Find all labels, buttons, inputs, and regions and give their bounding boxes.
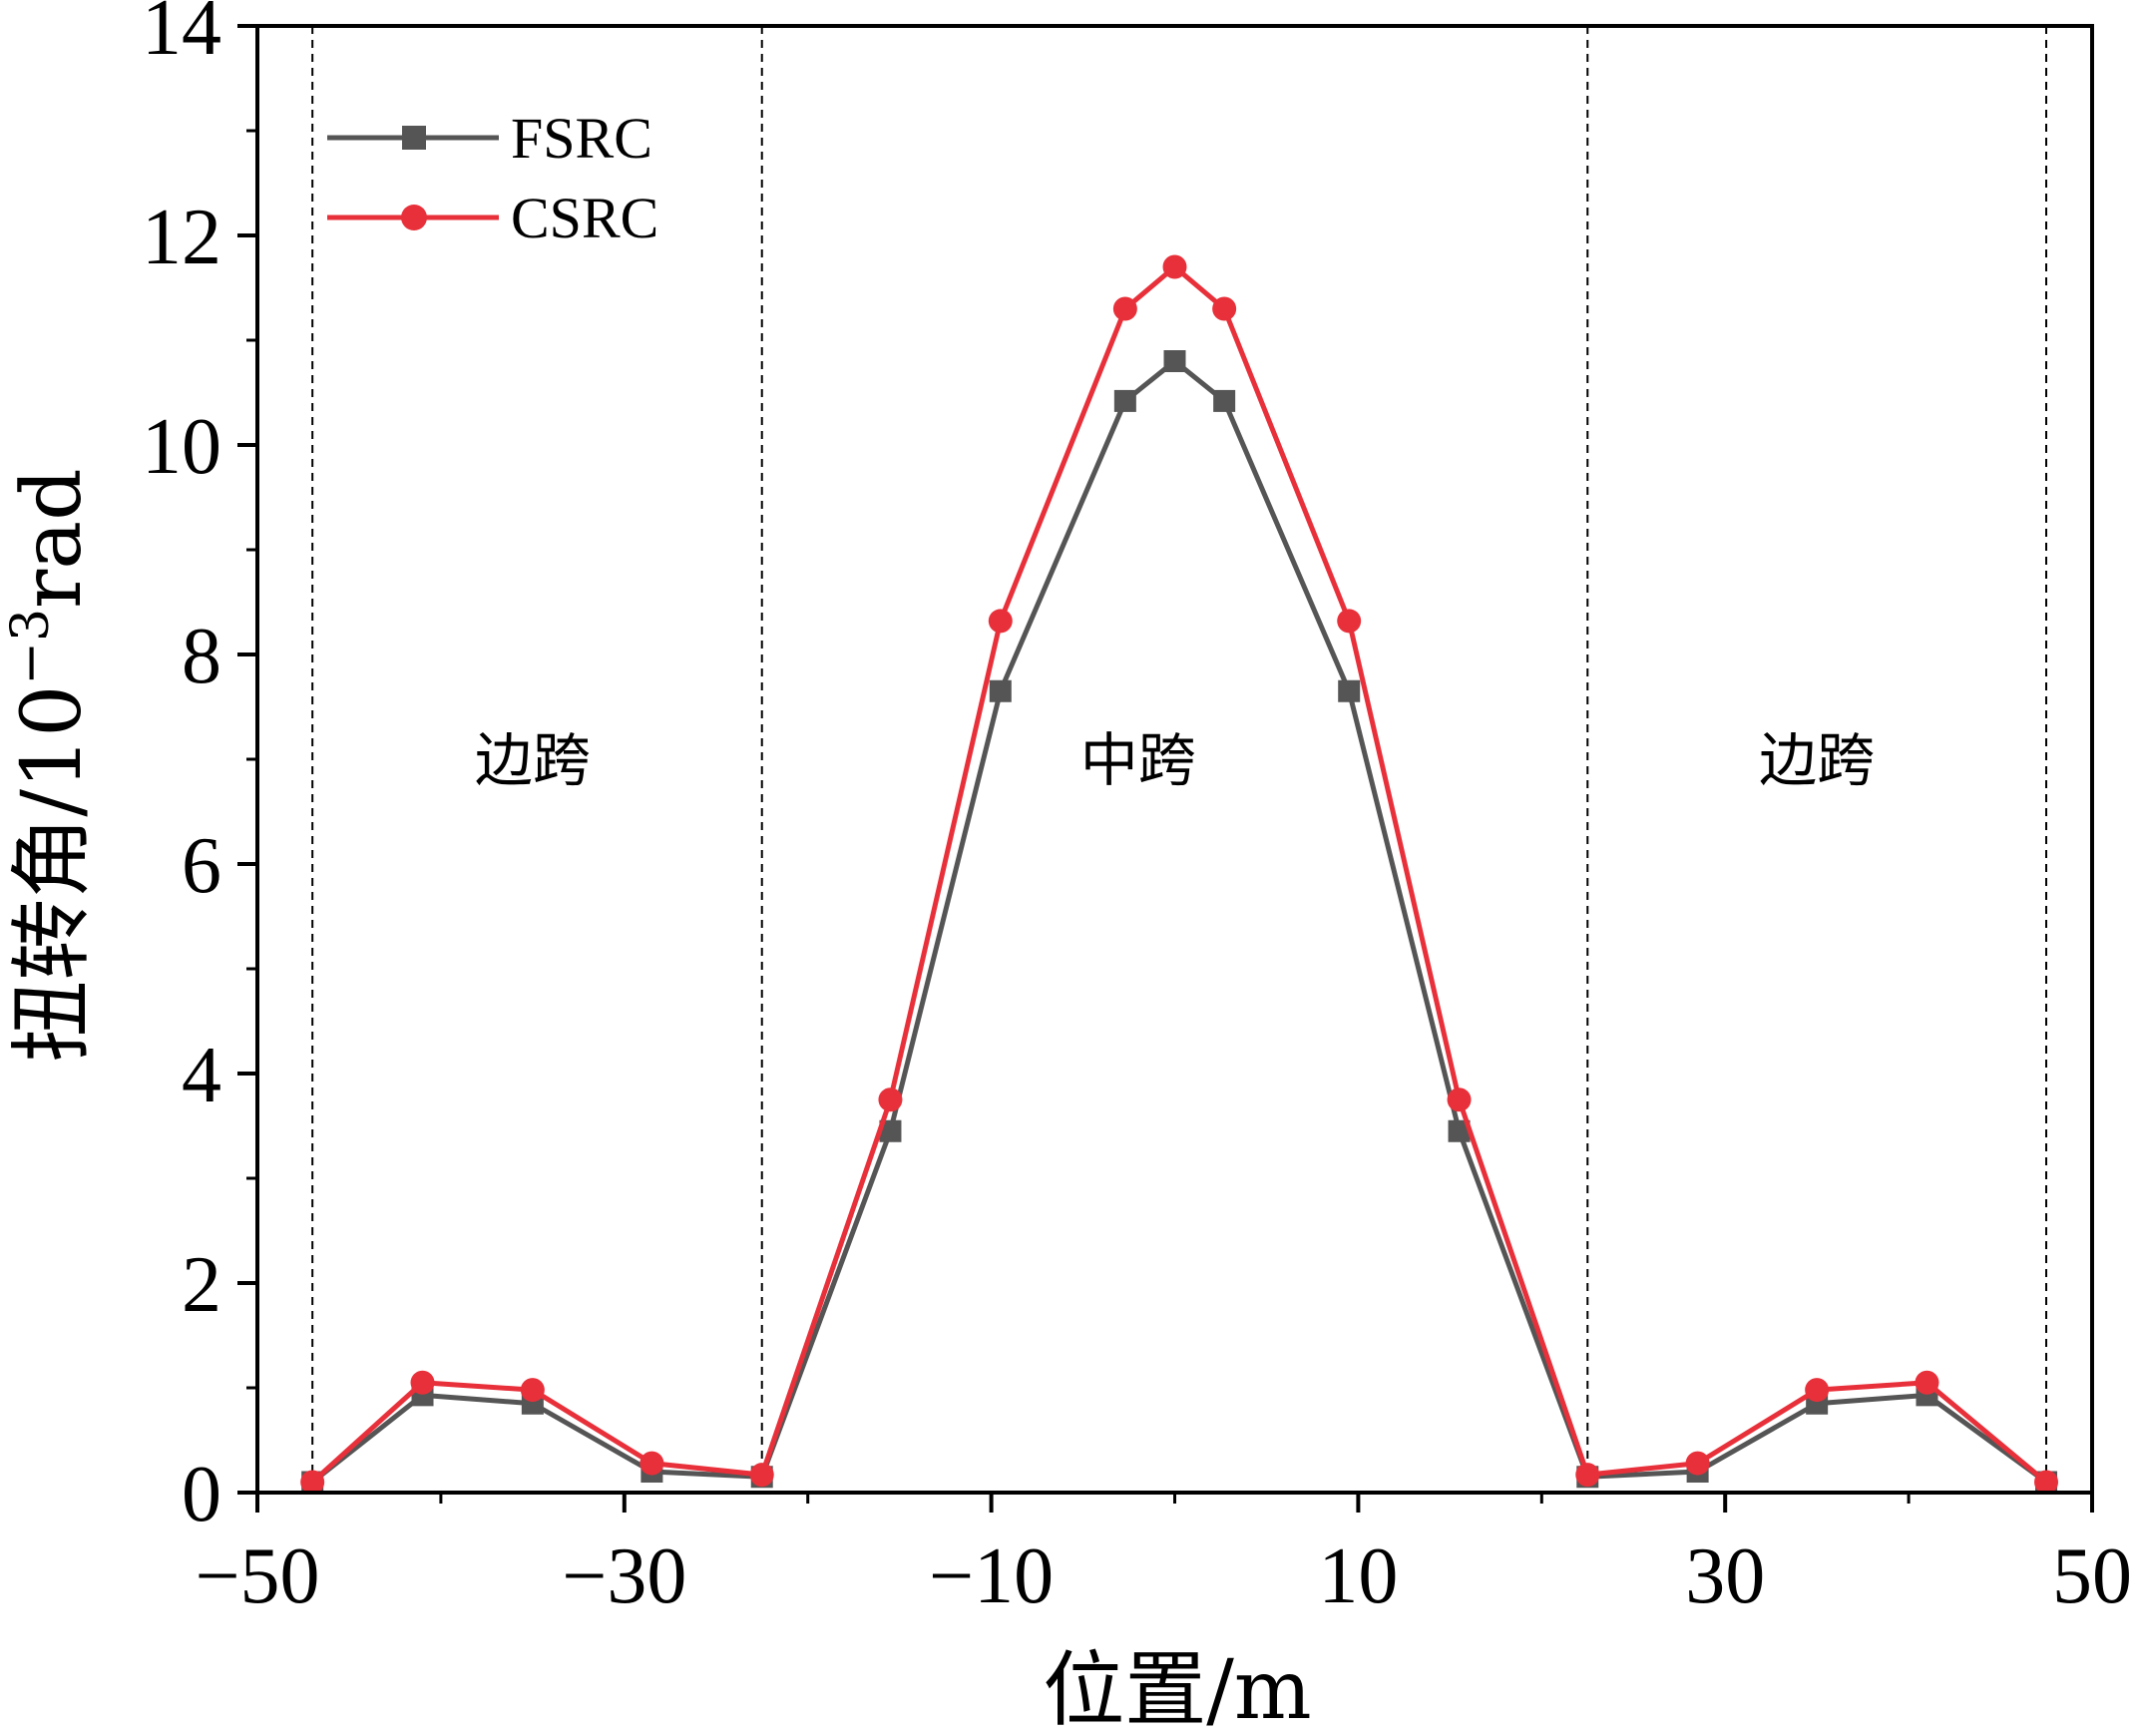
legend-label-csrc: CSRC: [511, 186, 658, 250]
data-point-csrc: [1212, 296, 1237, 321]
y-tick-label: 14: [142, 0, 221, 72]
data-point-fsrc: [879, 1119, 902, 1142]
data-point-csrc: [2034, 1470, 2059, 1495]
series-line-csrc: [310, 264, 2048, 1485]
data-point-fsrc: [1338, 679, 1361, 702]
data-point-csrc: [640, 1451, 664, 1476]
y-tick-label: 0: [182, 1451, 221, 1538]
data-point-csrc: [1337, 609, 1362, 634]
y-tick-label: 10: [142, 403, 221, 491]
data-point-csrc: [1112, 296, 1137, 321]
y-axis-ticks: 0 2 4 6 8 10 12 14: [142, 0, 257, 1538]
legend-marker-csrc: [401, 205, 427, 230]
data-point-csrc: [1915, 1370, 1939, 1395]
span-region-labels: 边跨 中跨 边跨: [475, 726, 1875, 794]
data-point-csrc: [1805, 1378, 1830, 1403]
y-tick-label: 12: [142, 194, 221, 281]
span-region-label: 边跨: [1759, 726, 1875, 794]
data-point-fsrc: [1113, 389, 1136, 412]
y-axis-title: 扭转角/10−3rad: [1, 468, 100, 1062]
legend-marker-fsrc: [402, 126, 426, 150]
y-tick-label: 2: [182, 1241, 221, 1329]
data-point-csrc: [878, 1087, 903, 1112]
series-line-fsrc: [310, 358, 2048, 1485]
span-region-label: 中跨: [1080, 726, 1196, 794]
series-csrc: [300, 254, 2059, 1495]
data-point-fsrc: [989, 679, 1012, 702]
data-point-csrc: [1162, 254, 1187, 279]
x-tick-label: 30: [1685, 1532, 1765, 1620]
span-dividers: [311, 26, 2048, 1493]
data-point-csrc: [520, 1378, 545, 1403]
data-point-fsrc: [1213, 389, 1236, 412]
y-axis-title-unit: rad: [5, 468, 100, 609]
y-tick-label: 8: [182, 613, 221, 700]
data-point-csrc: [1575, 1463, 1600, 1488]
x-tick-label: 50: [2052, 1532, 2132, 1620]
y-axis-title-main: 扭转角/10: [5, 685, 100, 1063]
data-point-fsrc: [1448, 1119, 1471, 1142]
legend-label-fsrc: FSRC: [511, 106, 652, 171]
data-point-csrc: [1447, 1087, 1472, 1112]
data-point-csrc: [410, 1370, 435, 1395]
x-tick-label: −30: [562, 1532, 686, 1620]
series-fsrc: [301, 350, 2058, 1494]
x-tick-label: −10: [929, 1532, 1054, 1620]
data-point-csrc: [300, 1470, 325, 1495]
data-point-fsrc: [1163, 350, 1186, 372]
data-point-csrc: [988, 609, 1013, 634]
y-axis-title-exponent: −3: [1, 609, 61, 685]
data-point-csrc: [749, 1463, 774, 1488]
legend: FSRC CSRC: [327, 106, 658, 250]
x-axis-ticks: −50 −30 −10 10 30 50: [195, 1493, 2132, 1620]
x-tick-label: −50: [195, 1532, 319, 1620]
x-axis-title: 位置/m: [1043, 1643, 1311, 1736]
data-point-csrc: [1685, 1451, 1710, 1476]
series-layer: [300, 254, 2059, 1495]
y-tick-label: 6: [182, 822, 221, 910]
x-tick-label: 10: [1318, 1532, 1398, 1620]
span-region-label: 边跨: [475, 726, 591, 794]
y-tick-label: 4: [182, 1032, 221, 1119]
